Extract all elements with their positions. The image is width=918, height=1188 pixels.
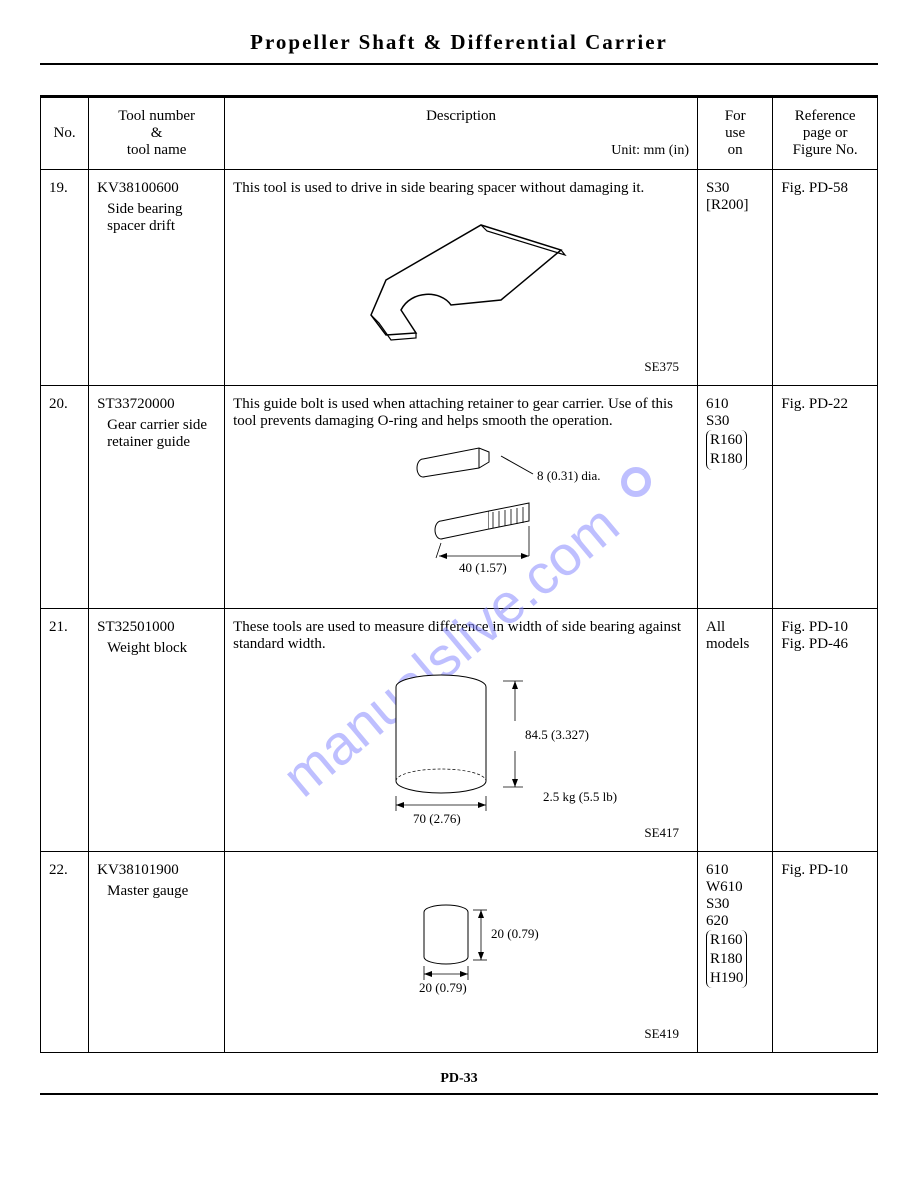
- table-row: 21. ST32501000 Weight block These tools …: [41, 609, 878, 852]
- tool-number: ST33720000: [97, 396, 216, 413]
- tool-figure-icon: [331, 205, 591, 355]
- tool-table: No. Tool number & tool name Description …: [40, 95, 878, 1053]
- dim-height: 20 (0.79): [491, 926, 539, 941]
- tool-number: KV38101900: [97, 862, 216, 879]
- use-item: R160: [710, 931, 743, 950]
- cell-use: All models: [698, 609, 773, 852]
- cell-ref: Fig. PD-10: [773, 852, 878, 1053]
- cell-ref: Fig. PD-58: [773, 170, 878, 386]
- page-title: Propeller Shaft & Differential Carrier: [40, 30, 878, 63]
- page-number: PD-33: [40, 1071, 878, 1087]
- cell-use: S30 [R200]: [698, 170, 773, 386]
- header-ref: Reference page or Figure No.: [773, 97, 878, 170]
- title-rule: [40, 63, 878, 65]
- tool-name: Side bearing spacer drift: [97, 201, 216, 235]
- bottom-rule: [40, 1093, 878, 1095]
- cell-desc: 20 (0.79) 20 (0.79) SE419: [225, 852, 698, 1053]
- cell-desc: This tool is used to drive in side beari…: [225, 170, 698, 386]
- header-no: No.: [41, 97, 89, 170]
- description-text: These tools are used to measure differen…: [233, 619, 689, 653]
- use-item: 610: [706, 396, 764, 413]
- header-use: For use on: [698, 97, 773, 170]
- use-item: W610: [706, 879, 764, 896]
- cell-ref: Fig. PD-10 Fig. PD-46: [773, 609, 878, 852]
- use-item: 620: [706, 913, 764, 930]
- tool-name: Weight block: [97, 640, 216, 657]
- cell-ref: Fig. PD-22: [773, 386, 878, 609]
- tool-number: KV38100600: [97, 180, 216, 197]
- figure-label: SE419: [644, 1026, 679, 1042]
- table-row: 22. KV38101900 Master gauge: [41, 852, 878, 1053]
- cell-no: 19.: [41, 170, 89, 386]
- cell-desc: This guide bolt is used when attaching r…: [225, 386, 698, 609]
- cell-tool: KV38100600 Side bearing spacer drift: [89, 170, 225, 386]
- dim-dia: 8 (0.31) dia.: [537, 468, 601, 483]
- cell-desc: These tools are used to measure differen…: [225, 609, 698, 852]
- use-item: R180: [710, 950, 743, 969]
- cell-tool: KV38101900 Master gauge: [89, 852, 225, 1053]
- dim-weight: 2.5 kg (5.5 lb): [543, 789, 617, 804]
- figure-label: SE417: [644, 825, 679, 841]
- use-bracket: R160 R180: [706, 430, 747, 470]
- cell-no: 20.: [41, 386, 89, 609]
- description-text: This tool is used to drive in side beari…: [233, 180, 689, 197]
- header-tool: Tool number & tool name: [89, 97, 225, 170]
- dim-height: 84.5 (3.327): [525, 727, 589, 742]
- ref-item: Fig. PD-22: [781, 396, 869, 413]
- use-item: All: [706, 619, 764, 636]
- ref-item: Fig. PD-10: [781, 619, 869, 636]
- dim-len: 40 (1.57): [459, 560, 507, 575]
- table-header-row: No. Tool number & tool name Description …: [41, 97, 878, 170]
- tool-number: ST32501000: [97, 619, 216, 636]
- page: Propeller Shaft & Differential Carrier m…: [0, 0, 918, 1115]
- tool-figure-icon: 8 (0.31) dia.: [311, 438, 611, 578]
- tool-figure-icon: 20 (0.79) 20 (0.79): [311, 862, 611, 1012]
- use-item: S30: [706, 896, 764, 913]
- cell-use: 610 W610 S30 620 R160 R180 H190: [698, 852, 773, 1053]
- use-item: 610: [706, 862, 764, 879]
- dim-width: 20 (0.79): [419, 980, 467, 995]
- use-item: models: [706, 636, 764, 653]
- cell-no: 22.: [41, 852, 89, 1053]
- use-item: R160: [710, 431, 743, 450]
- cell-tool: ST32501000 Weight block: [89, 609, 225, 852]
- table-row: 20. ST33720000 Gear carrier side retaine…: [41, 386, 878, 609]
- use-item: R180: [710, 450, 743, 469]
- tool-figure-icon: 84.5 (3.327) 70 (2.76) 2.5 kg (5.5 lb): [271, 661, 651, 831]
- tool-name: Gear carrier side retainer guide: [97, 417, 216, 451]
- description-text: This guide bolt is used when attaching r…: [233, 396, 689, 430]
- ref-item: Fig. PD-58: [781, 180, 869, 197]
- use-item: S30: [706, 180, 764, 197]
- cell-tool: ST33720000 Gear carrier side retainer gu…: [89, 386, 225, 609]
- cell-no: 21.: [41, 609, 89, 852]
- figure-label: SE375: [644, 359, 679, 375]
- dim-width: 70 (2.76): [413, 811, 461, 826]
- ref-item: Fig. PD-10: [781, 862, 869, 879]
- use-bracket: R160 R180 H190: [706, 930, 747, 988]
- header-desc: Description Unit: mm (in): [225, 97, 698, 170]
- use-item: H190: [710, 969, 743, 988]
- table-row: 19. KV38100600 Side bearing spacer drift…: [41, 170, 878, 386]
- use-item: [R200]: [706, 197, 764, 214]
- use-item: S30: [706, 413, 764, 430]
- header-unit: Unit: mm (in): [233, 143, 689, 159]
- ref-item: Fig. PD-46: [781, 636, 869, 653]
- header-desc-label: Description: [233, 108, 689, 125]
- cell-use: 610 S30 R160 R180: [698, 386, 773, 609]
- tool-name: Master gauge: [97, 883, 216, 900]
